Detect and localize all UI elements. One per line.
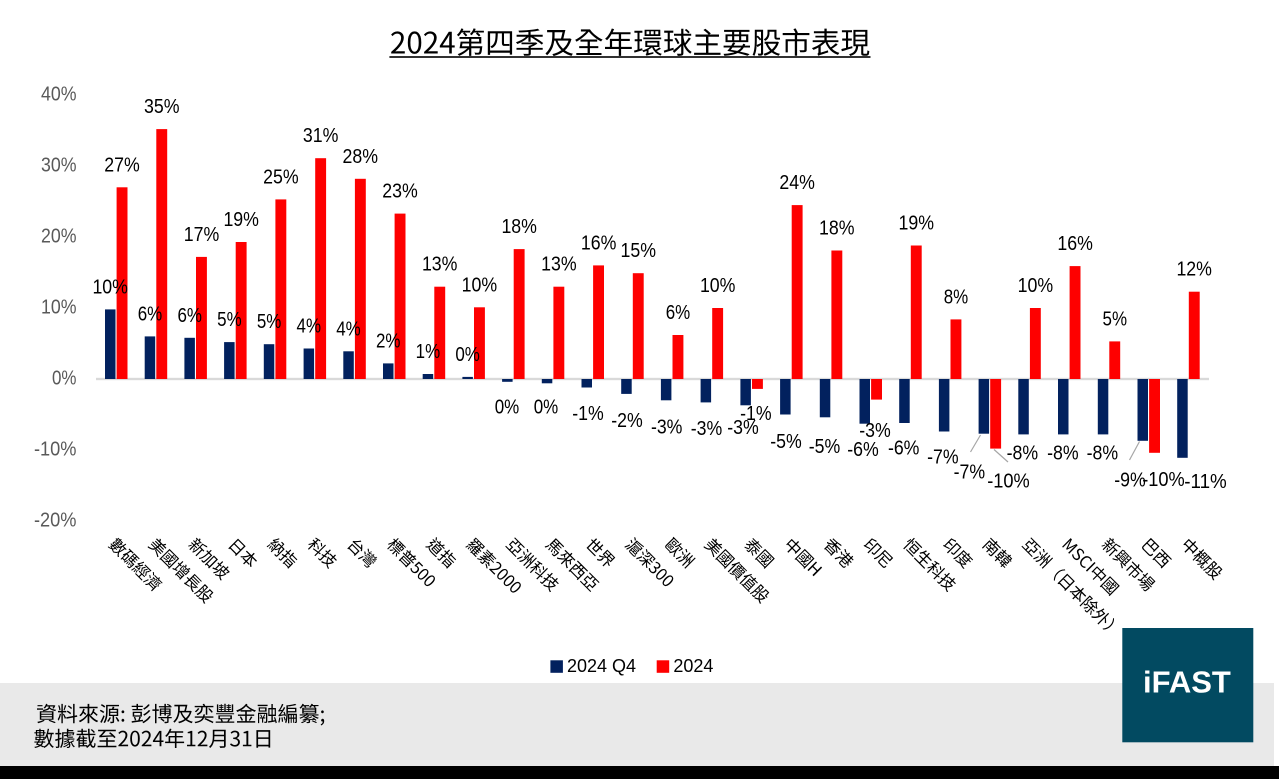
svg-text:19%: 19% — [899, 212, 935, 235]
svg-text:-10%: -10% — [987, 470, 1030, 493]
svg-text:10%: 10% — [462, 273, 498, 296]
svg-text:-3%: -3% — [727, 416, 759, 439]
svg-text:27%: 27% — [104, 153, 140, 176]
svg-text:13%: 13% — [422, 253, 458, 276]
svg-text:24%: 24% — [779, 171, 815, 194]
svg-text:18%: 18% — [819, 217, 855, 240]
svg-text:25%: 25% — [263, 165, 299, 188]
svg-text:-11%: -11% — [1184, 470, 1227, 493]
svg-text:5%: 5% — [1103, 307, 1128, 330]
svg-text:10%: 10% — [92, 275, 128, 298]
svg-text:4%: 4% — [297, 315, 322, 338]
svg-text:1%: 1% — [416, 340, 441, 363]
svg-text:iFAST: iFAST — [1143, 665, 1231, 700]
svg-text:16%: 16% — [1057, 232, 1093, 255]
svg-text:-1%: -1% — [572, 402, 604, 425]
svg-text:-6%: -6% — [847, 438, 879, 461]
svg-text:-5%: -5% — [770, 430, 802, 453]
svg-text:4%: 4% — [336, 317, 361, 340]
svg-text:-8%: -8% — [1007, 442, 1039, 465]
svg-text:-3%: -3% — [651, 416, 683, 439]
svg-text:-1%: -1% — [740, 402, 772, 425]
svg-text:28%: 28% — [343, 145, 379, 168]
svg-text:-10%: -10% — [34, 437, 77, 460]
svg-text:6%: 6% — [138, 302, 163, 325]
svg-text:5%: 5% — [257, 310, 282, 333]
svg-text:-8%: -8% — [1047, 442, 1079, 465]
svg-text:20%: 20% — [41, 224, 77, 247]
svg-text:8%: 8% — [944, 285, 969, 308]
svg-text:31%: 31% — [303, 124, 339, 147]
svg-text:0%: 0% — [455, 343, 480, 366]
svg-text:10%: 10% — [41, 295, 77, 318]
svg-text:10%: 10% — [1018, 274, 1054, 297]
svg-text:-10%: -10% — [1142, 468, 1185, 491]
svg-text:-5%: -5% — [809, 435, 841, 458]
svg-text:40%: 40% — [41, 82, 77, 105]
svg-text:0%: 0% — [534, 396, 559, 419]
svg-text:0%: 0% — [52, 366, 77, 389]
svg-text:17%: 17% — [184, 223, 220, 246]
svg-text:30%: 30% — [41, 153, 77, 176]
svg-text:-9%: -9% — [1114, 469, 1146, 492]
svg-text:35%: 35% — [144, 95, 180, 118]
svg-text:6%: 6% — [666, 301, 691, 324]
svg-text:18%: 18% — [501, 215, 537, 238]
svg-text:-2%: -2% — [611, 409, 643, 432]
svg-text:2024: 2024 — [673, 656, 713, 676]
svg-text:-7%: -7% — [927, 445, 959, 468]
svg-text:0%: 0% — [495, 396, 520, 419]
svg-text:2%: 2% — [376, 329, 401, 352]
svg-text:-20%: -20% — [34, 508, 77, 531]
svg-text:16%: 16% — [581, 231, 617, 254]
svg-text:19%: 19% — [223, 208, 259, 231]
svg-text:-3%: -3% — [691, 417, 723, 440]
svg-text:10%: 10% — [700, 274, 736, 297]
svg-text:-8%: -8% — [1087, 442, 1119, 465]
svg-text:-7%: -7% — [954, 461, 986, 484]
svg-text:6%: 6% — [177, 304, 202, 327]
svg-text:23%: 23% — [382, 180, 418, 203]
svg-text:-6%: -6% — [888, 437, 920, 460]
svg-text:15%: 15% — [621, 239, 657, 262]
svg-text:13%: 13% — [541, 253, 577, 276]
svg-text:12%: 12% — [1176, 258, 1212, 281]
svg-text:2024 Q4: 2024 Q4 — [567, 656, 636, 676]
svg-text:-3%: -3% — [859, 419, 891, 442]
svg-text:5%: 5% — [217, 308, 242, 331]
